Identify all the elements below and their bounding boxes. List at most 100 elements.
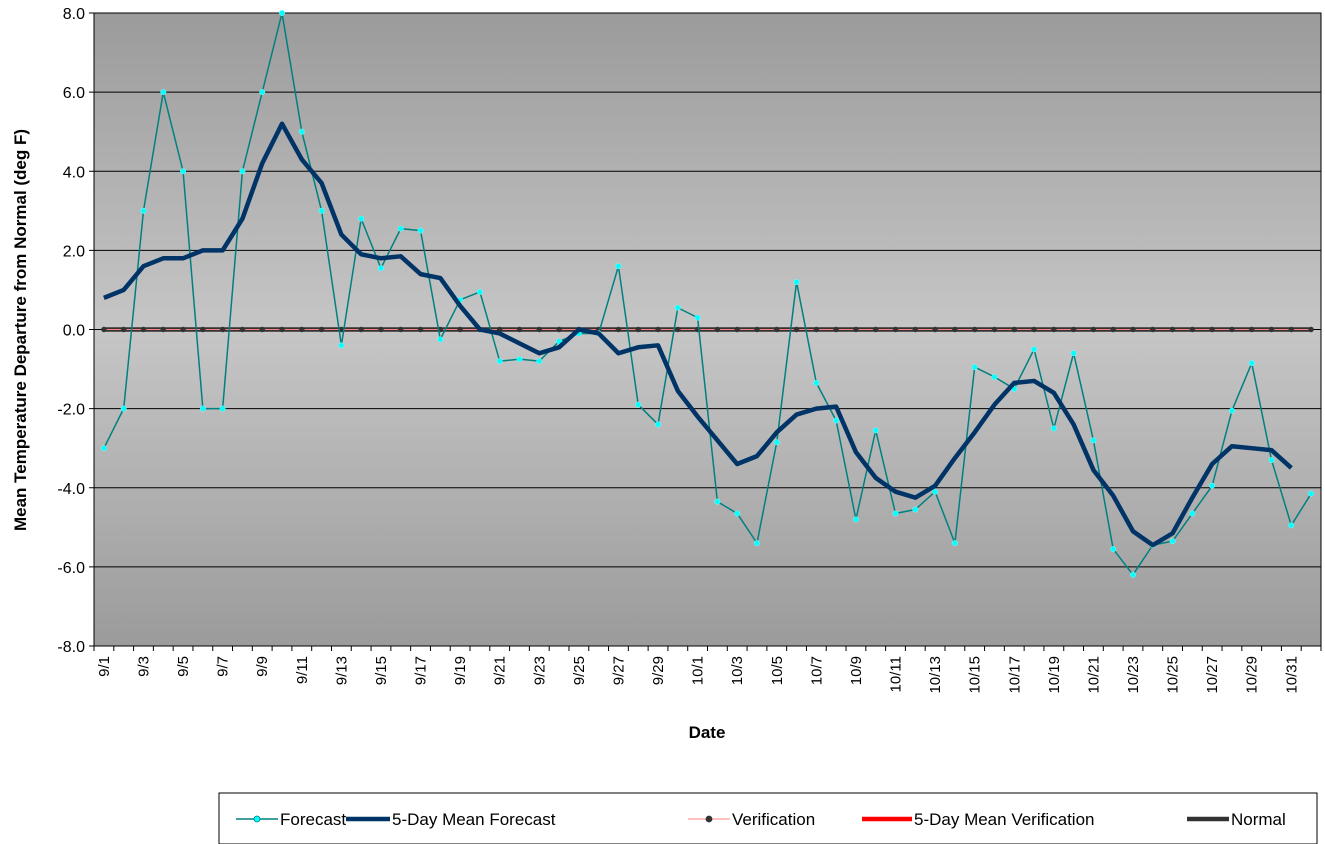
data-point	[1011, 326, 1017, 333]
x-tick-label: 10/9	[848, 656, 865, 685]
data-point	[1189, 326, 1196, 333]
data-point	[200, 326, 206, 333]
x-tick-label: 9/3	[135, 656, 152, 677]
data-point	[714, 326, 721, 333]
data-point	[1130, 571, 1136, 578]
data-point	[398, 326, 404, 333]
x-tick-label: 10/21	[1085, 656, 1102, 694]
data-point	[1248, 326, 1255, 333]
data-point	[1288, 326, 1295, 333]
series-5-day-mean-forecast	[103, 121, 1293, 548]
data-point	[615, 326, 622, 333]
data-point	[378, 265, 384, 272]
y-axis: 8.0 6.0 4.0 2.0 0.0 -2.0 -4.0 -6.0 -8.0	[57, 6, 94, 656]
x-tick-label: 9/13	[333, 656, 350, 685]
y-tick-label: 4.0	[63, 164, 85, 181]
data-point	[1169, 538, 1176, 545]
x-tick-label: 10/29	[1244, 656, 1261, 694]
data-point	[259, 89, 266, 96]
data-point	[318, 207, 325, 214]
legend-label: 5-Day Mean Verification	[914, 810, 1094, 829]
data-point	[1051, 326, 1057, 333]
x-tick-label: 10/19	[1046, 656, 1063, 694]
data-point	[991, 374, 998, 380]
series-verification	[101, 326, 1314, 333]
data-point	[1308, 490, 1315, 497]
data-point	[219, 405, 226, 412]
data-point	[813, 379, 820, 386]
x-tick-label: 10/23	[1125, 656, 1142, 694]
legend-item: 5-Day Mean Verification	[862, 810, 1094, 829]
y-tick-label: 2.0	[63, 243, 85, 260]
data-point	[318, 326, 325, 333]
data-point	[1209, 326, 1215, 333]
legend-box	[218, 792, 1318, 844]
x-tick-label: 9/27	[610, 656, 627, 685]
legend-item: Verification	[688, 810, 815, 829]
data-point	[180, 168, 187, 175]
series-forecast	[100, 10, 1315, 578]
x-tick-label: 10/31	[1283, 656, 1300, 694]
legend: Forecast 5-Day Mean Forecast Verification 5…	[218, 792, 1318, 844]
x-tick-label: 10/5	[769, 656, 786, 685]
data-point	[754, 540, 760, 547]
data-point	[199, 405, 206, 412]
data-point	[1070, 350, 1077, 357]
data-point	[437, 336, 444, 343]
data-point	[754, 326, 760, 333]
x-tick-label: 10/1	[690, 656, 707, 685]
data-point	[417, 326, 424, 333]
data-point	[912, 326, 919, 333]
data-point	[279, 10, 285, 16]
data-point	[457, 326, 463, 333]
x-tick-label: 10/27	[1204, 656, 1221, 694]
data-point	[774, 326, 780, 333]
data-point	[496, 358, 503, 365]
data-point	[991, 326, 998, 333]
data-point	[1268, 326, 1275, 333]
y-tick-label: -8.0	[57, 639, 85, 656]
data-point	[1090, 437, 1097, 444]
data-point	[892, 510, 899, 517]
data-point	[1031, 346, 1037, 353]
x-tick-label: 9/23	[531, 656, 548, 685]
data-point	[378, 326, 384, 333]
data-point	[279, 326, 285, 333]
data-point	[635, 326, 641, 333]
data-point	[536, 326, 543, 333]
data-point	[892, 326, 899, 333]
data-point	[120, 405, 127, 412]
data-point	[872, 427, 879, 434]
x-tick-label: 9/21	[492, 656, 509, 685]
legend-item: Normal	[1187, 810, 1286, 829]
y-tick-label: -4.0	[57, 481, 85, 498]
data-point	[813, 326, 820, 333]
data-point	[239, 168, 246, 175]
data-point	[417, 227, 424, 234]
data-point	[358, 215, 365, 222]
x-tick-label: 10/25	[1165, 656, 1182, 694]
data-point	[1050, 425, 1057, 432]
data-point	[734, 326, 740, 333]
data-point	[160, 326, 167, 333]
data-point	[833, 417, 840, 424]
data-point	[1169, 326, 1176, 333]
legend-marker	[253, 815, 261, 823]
x-tick-label: 10/11	[888, 656, 905, 692]
x-tick-label: 10/7	[808, 656, 825, 685]
data-point	[952, 326, 958, 333]
data-point	[338, 342, 345, 349]
data-point	[219, 326, 226, 333]
data-point	[1110, 326, 1116, 333]
series-line	[103, 12, 1312, 576]
data-point	[1070, 326, 1077, 333]
legend-item: Forecast	[236, 810, 346, 829]
data-point	[516, 326, 523, 333]
data-point	[675, 326, 681, 333]
data-point	[556, 338, 563, 345]
x-tick-label: 9/7	[215, 656, 232, 677]
x-axis-title: Date	[689, 723, 726, 742]
data-point	[853, 326, 859, 333]
data-point	[932, 326, 938, 333]
